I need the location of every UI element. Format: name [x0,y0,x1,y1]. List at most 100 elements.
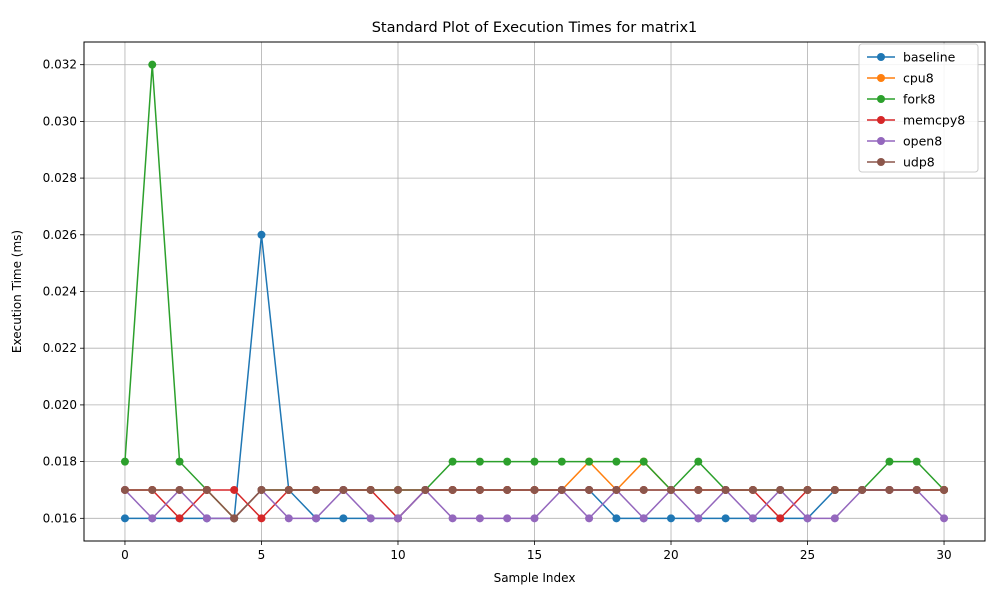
legend-marker [877,137,885,145]
data-point-open8 [366,514,375,523]
data-point-memcpy8 [230,485,239,494]
data-point-udp8 [667,485,676,494]
legend-marker [877,116,885,124]
legend-item-baseline: baseline [867,50,956,65]
data-point-open8 [803,514,812,523]
data-point-fork8 [475,457,484,466]
data-point-fork8 [503,457,512,466]
data-point-udp8 [940,485,949,494]
data-point-open8 [284,514,293,523]
data-point-open8 [148,514,157,523]
y-tick-label: 0.024 [43,285,77,299]
legend-label: fork8 [903,92,935,107]
data-point-fork8 [694,457,703,466]
data-point-open8 [585,514,594,523]
data-point-memcpy8 [776,514,785,523]
x-tick-label: 10 [390,548,405,562]
data-point-baseline [257,230,266,239]
data-point-open8 [312,514,321,523]
data-point-udp8 [120,485,129,494]
data-point-baseline [339,514,348,523]
data-point-open8 [748,514,757,523]
y-tick-label: 0.026 [43,228,77,242]
data-point-udp8 [694,485,703,494]
x-tick-label: 20 [663,548,678,562]
data-point-udp8 [885,485,894,494]
data-point-fork8 [885,457,894,466]
y-tick-label: 0.032 [43,58,77,72]
data-point-udp8 [284,485,293,494]
data-point-fork8 [175,457,184,466]
data-point-open8 [393,514,402,523]
data-point-udp8 [148,485,157,494]
data-point-udp8 [530,485,539,494]
legend-item-open8: open8 [867,134,942,149]
data-point-fork8 [612,457,621,466]
data-point-memcpy8 [175,514,184,523]
data-point-open8 [639,514,648,523]
data-point-udp8 [912,485,921,494]
legend-marker [877,158,885,166]
data-point-memcpy8 [257,514,266,523]
data-point-udp8 [475,485,484,494]
data-point-udp8 [448,485,457,494]
data-point-open8 [503,514,512,523]
legend-label: memcpy8 [903,113,965,128]
series-layer [120,60,949,523]
legend-marker [877,74,885,82]
y-tick-label: 0.020 [43,398,77,412]
legend-item-udp8: udp8 [867,155,935,170]
data-point-udp8 [257,485,266,494]
data-point-udp8 [585,485,594,494]
data-point-udp8 [803,485,812,494]
y-axis-label: Execution Time (ms) [10,230,24,353]
x-tick-label: 0 [121,548,129,562]
y-tick-label: 0.018 [43,455,77,469]
x-axis-label: Sample Index [494,571,576,585]
data-point-udp8 [421,485,430,494]
data-point-udp8 [393,485,402,494]
legend-marker [877,95,885,103]
legend-label: baseline [903,50,956,65]
chart-title: Standard Plot of Execution Times for mat… [372,20,698,36]
legend-item-fork8: fork8 [867,92,935,107]
data-point-fork8 [530,457,539,466]
legend-item-cpu8: cpu8 [867,71,934,86]
x-tick-label: 30 [936,548,951,562]
data-point-open8 [448,514,457,523]
legend: baseline cpu8 fork8 memcpy8 open8 udp8 [858,43,979,173]
data-point-fork8 [148,60,157,69]
data-point-open8 [202,514,211,523]
data-point-udp8 [202,485,211,494]
data-point-baseline [612,514,621,523]
legend-item-memcpy8: memcpy8 [867,113,965,128]
x-tick-label: 15 [527,548,542,562]
legend-label: cpu8 [903,71,934,86]
data-point-fork8 [912,457,921,466]
data-point-udp8 [312,485,321,494]
data-point-fork8 [448,457,457,466]
data-point-baseline [120,514,129,523]
legend-marker [877,53,885,61]
y-tick-label: 0.028 [43,171,77,185]
y-tick-label: 0.030 [43,114,77,128]
series-udp8 [120,485,949,523]
data-point-udp8 [503,485,512,494]
y-tick-label: 0.016 [43,511,77,525]
data-point-baseline [721,514,730,523]
data-point-udp8 [612,485,621,494]
data-point-fork8 [639,457,648,466]
data-point-open8 [475,514,484,523]
data-point-udp8 [175,485,184,494]
y-tick-label: 0.022 [43,341,77,355]
data-point-udp8 [776,485,785,494]
x-tick-label: 5 [258,548,266,562]
data-point-udp8 [230,514,239,523]
data-point-fork8 [585,457,594,466]
data-point-udp8 [748,485,757,494]
axis-ticks: 0 5 10 15 20 25 30 0.016 0.018 0.020 0.022 0.024 0.0… [43,58,952,562]
data-point-open8 [830,514,839,523]
legend-box [858,43,979,173]
data-point-udp8 [339,485,348,494]
